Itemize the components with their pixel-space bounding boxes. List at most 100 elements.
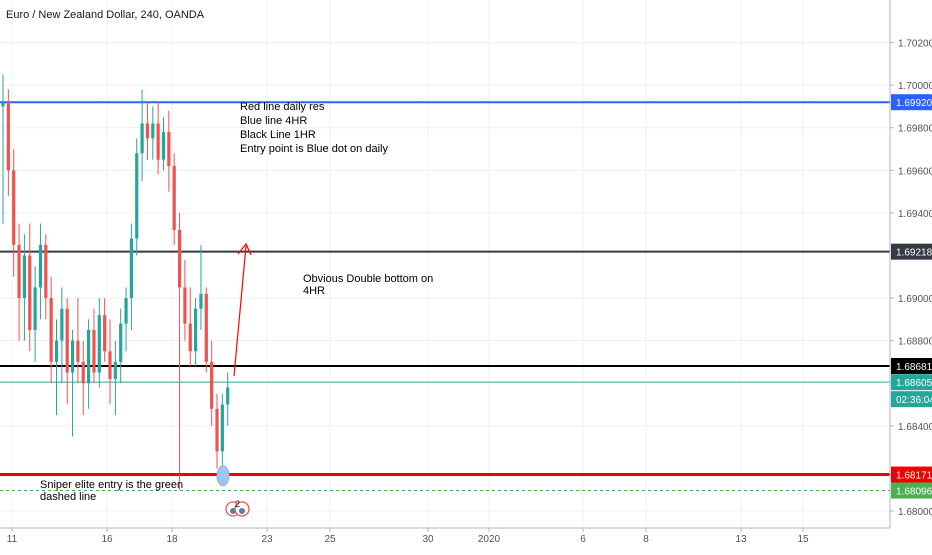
y-tick-label: 1.68400 xyxy=(898,422,932,433)
avatar-icon xyxy=(230,508,236,514)
horizontal-lines xyxy=(0,101,890,492)
candle-body xyxy=(81,361,85,384)
annotation-text-1: Black Line 1HR xyxy=(240,129,316,141)
x-tick-label: 2020 xyxy=(478,534,501,545)
y-tick-label: 1.70200 xyxy=(898,39,932,50)
candle-body xyxy=(87,330,91,384)
candle-body xyxy=(167,132,171,167)
candle-body xyxy=(76,340,80,362)
price-label: 1.68171 xyxy=(896,471,932,482)
candle-body xyxy=(65,308,69,373)
candle-body xyxy=(49,298,53,362)
candle-body xyxy=(119,323,123,362)
candle-body xyxy=(124,298,128,324)
x-tick-label: 13 xyxy=(735,534,747,545)
countdown-label: 02:36:04 xyxy=(896,395,932,406)
candle-body xyxy=(1,102,5,107)
x-tick-label: 11 xyxy=(7,534,18,545)
candle-body xyxy=(17,244,21,299)
y-tick-label: 1.70000 xyxy=(898,81,932,92)
candle-body xyxy=(113,361,117,379)
drawings xyxy=(233,242,252,377)
x-tick-label: 30 xyxy=(422,534,434,545)
x-tick-label: 25 xyxy=(324,534,336,545)
countdown-bg xyxy=(891,391,932,408)
y-tick-label: 1.68800 xyxy=(898,337,932,348)
x-tick-label: 16 xyxy=(101,534,113,545)
price-label: 1.69920 xyxy=(896,98,932,109)
price-label: 1.68605 xyxy=(896,378,932,389)
price-label: 1.68096 xyxy=(896,487,932,498)
arrow-line xyxy=(233,245,247,377)
chart-title: Euro / New Zealand Dollar, 240, OANDA xyxy=(6,9,205,21)
x-tick-label: 18 xyxy=(166,534,178,545)
candle-body xyxy=(145,123,150,139)
candle-body xyxy=(151,123,155,139)
candle-body xyxy=(12,170,16,245)
annotation-text-3: Sniper elite entry is the green xyxy=(40,479,183,491)
candle-body xyxy=(22,255,26,299)
price-label-bg xyxy=(891,374,932,391)
candle-body xyxy=(6,102,10,171)
candle-body xyxy=(183,287,187,324)
candle-body xyxy=(103,315,107,352)
candle-body xyxy=(108,351,112,379)
axis-ticks: 1.70200 1.70000 1.69800 1.69600 1.69400 1.690… xyxy=(7,39,932,545)
entry-dot xyxy=(216,465,230,487)
annotation-text-3: dashed line xyxy=(40,491,96,503)
price-label: 1.68681 xyxy=(896,362,932,373)
price-label-bg xyxy=(891,482,932,499)
price-labels: 1.69920 1.69218 1.68681 1.68605 1.68171 1.680… xyxy=(891,94,932,499)
price-label-bg xyxy=(891,466,932,483)
candle-body xyxy=(44,244,48,299)
candle-body xyxy=(97,315,101,373)
candle-body xyxy=(215,408,219,452)
annotations: Red line daily res Blue line 4HR Black Lin… xyxy=(40,101,433,517)
price-label: 1.69218 xyxy=(896,248,932,259)
candle-body xyxy=(60,308,64,341)
annotation-text-1: Entry point is Blue dot on daily xyxy=(240,143,388,155)
candle-body xyxy=(33,287,37,330)
candle-body xyxy=(199,293,203,309)
x-tick-label: 15 xyxy=(797,534,809,545)
candles xyxy=(1,74,230,490)
candle-body xyxy=(156,123,160,160)
y-tick-label: 1.69600 xyxy=(898,166,932,177)
candle-body xyxy=(226,387,230,405)
avatar-icon xyxy=(239,508,245,514)
candle-body xyxy=(210,361,214,409)
candle-body xyxy=(129,238,133,299)
idea-count: 2 xyxy=(235,499,240,509)
candle-body xyxy=(220,404,224,452)
candle-body xyxy=(135,153,139,239)
candle-body xyxy=(177,229,182,288)
x-tick-label: 6 xyxy=(580,534,586,545)
price-label-bg xyxy=(891,243,932,260)
candle-body xyxy=(188,323,192,352)
annotation-text-2: 4HR xyxy=(303,285,325,297)
candle-body xyxy=(28,255,32,330)
candle-body xyxy=(204,293,208,362)
arrow-head xyxy=(237,242,252,256)
candle-body xyxy=(172,166,176,230)
x-tick-label: 23 xyxy=(261,534,273,545)
price-label-bg xyxy=(891,94,932,111)
y-tick-label: 1.69800 xyxy=(898,124,932,135)
candle-body xyxy=(194,308,198,352)
grid xyxy=(0,0,890,528)
candle-body xyxy=(38,244,43,288)
candle-body xyxy=(70,340,75,373)
y-tick-label: 1.68000 xyxy=(898,507,932,518)
candle-body xyxy=(92,330,96,373)
candle-body xyxy=(140,123,144,154)
y-tick-label: 1.69000 xyxy=(898,294,932,305)
annotation-text-2: Obvious Double bottom on xyxy=(303,273,433,285)
y-tick-label: 1.69400 xyxy=(898,209,932,220)
price-label-bg xyxy=(891,357,932,374)
candle-body xyxy=(161,132,166,160)
annotation-text-1: Blue line 4HR xyxy=(240,115,307,127)
candle-body xyxy=(54,340,59,362)
annotation-text-1: Red line daily res xyxy=(240,101,325,113)
